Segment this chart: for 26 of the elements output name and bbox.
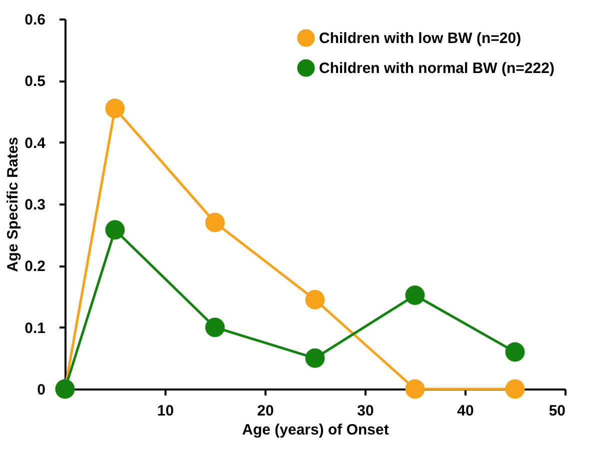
y-tick-label: 0	[37, 382, 46, 398]
x-tick-label: 10	[157, 402, 174, 420]
point	[205, 212, 225, 232]
x-tick-label: 40	[457, 402, 474, 420]
point	[505, 379, 525, 399]
point	[305, 290, 325, 310]
legend-label: Children with normal BW (n=222)	[319, 60, 554, 77]
y-tick-label: 0.4	[24, 134, 46, 152]
y-tick-label: 0.1	[24, 320, 46, 337]
y-tick-label: 0.2	[24, 258, 46, 276]
y-tick-label: 0.3	[24, 196, 46, 214]
point	[305, 348, 325, 368]
x-tick-label: 20	[257, 402, 274, 420]
x-axis-title: Age (years) of Onset	[242, 422, 389, 438]
point	[205, 318, 225, 338]
y-tick-label: 0.6	[24, 12, 46, 28]
point	[105, 98, 125, 118]
y-tick-label: 0.5	[24, 73, 46, 90]
x-tick-label: 30	[357, 402, 374, 420]
point	[405, 379, 425, 399]
point	[105, 220, 125, 240]
point	[505, 342, 525, 362]
y-axis-title: Age Specific Rates	[4, 136, 22, 272]
legend-label: Children with low BW (n=20)	[319, 30, 522, 47]
point	[405, 286, 425, 305]
x-tick-label: 50	[548, 402, 566, 420]
